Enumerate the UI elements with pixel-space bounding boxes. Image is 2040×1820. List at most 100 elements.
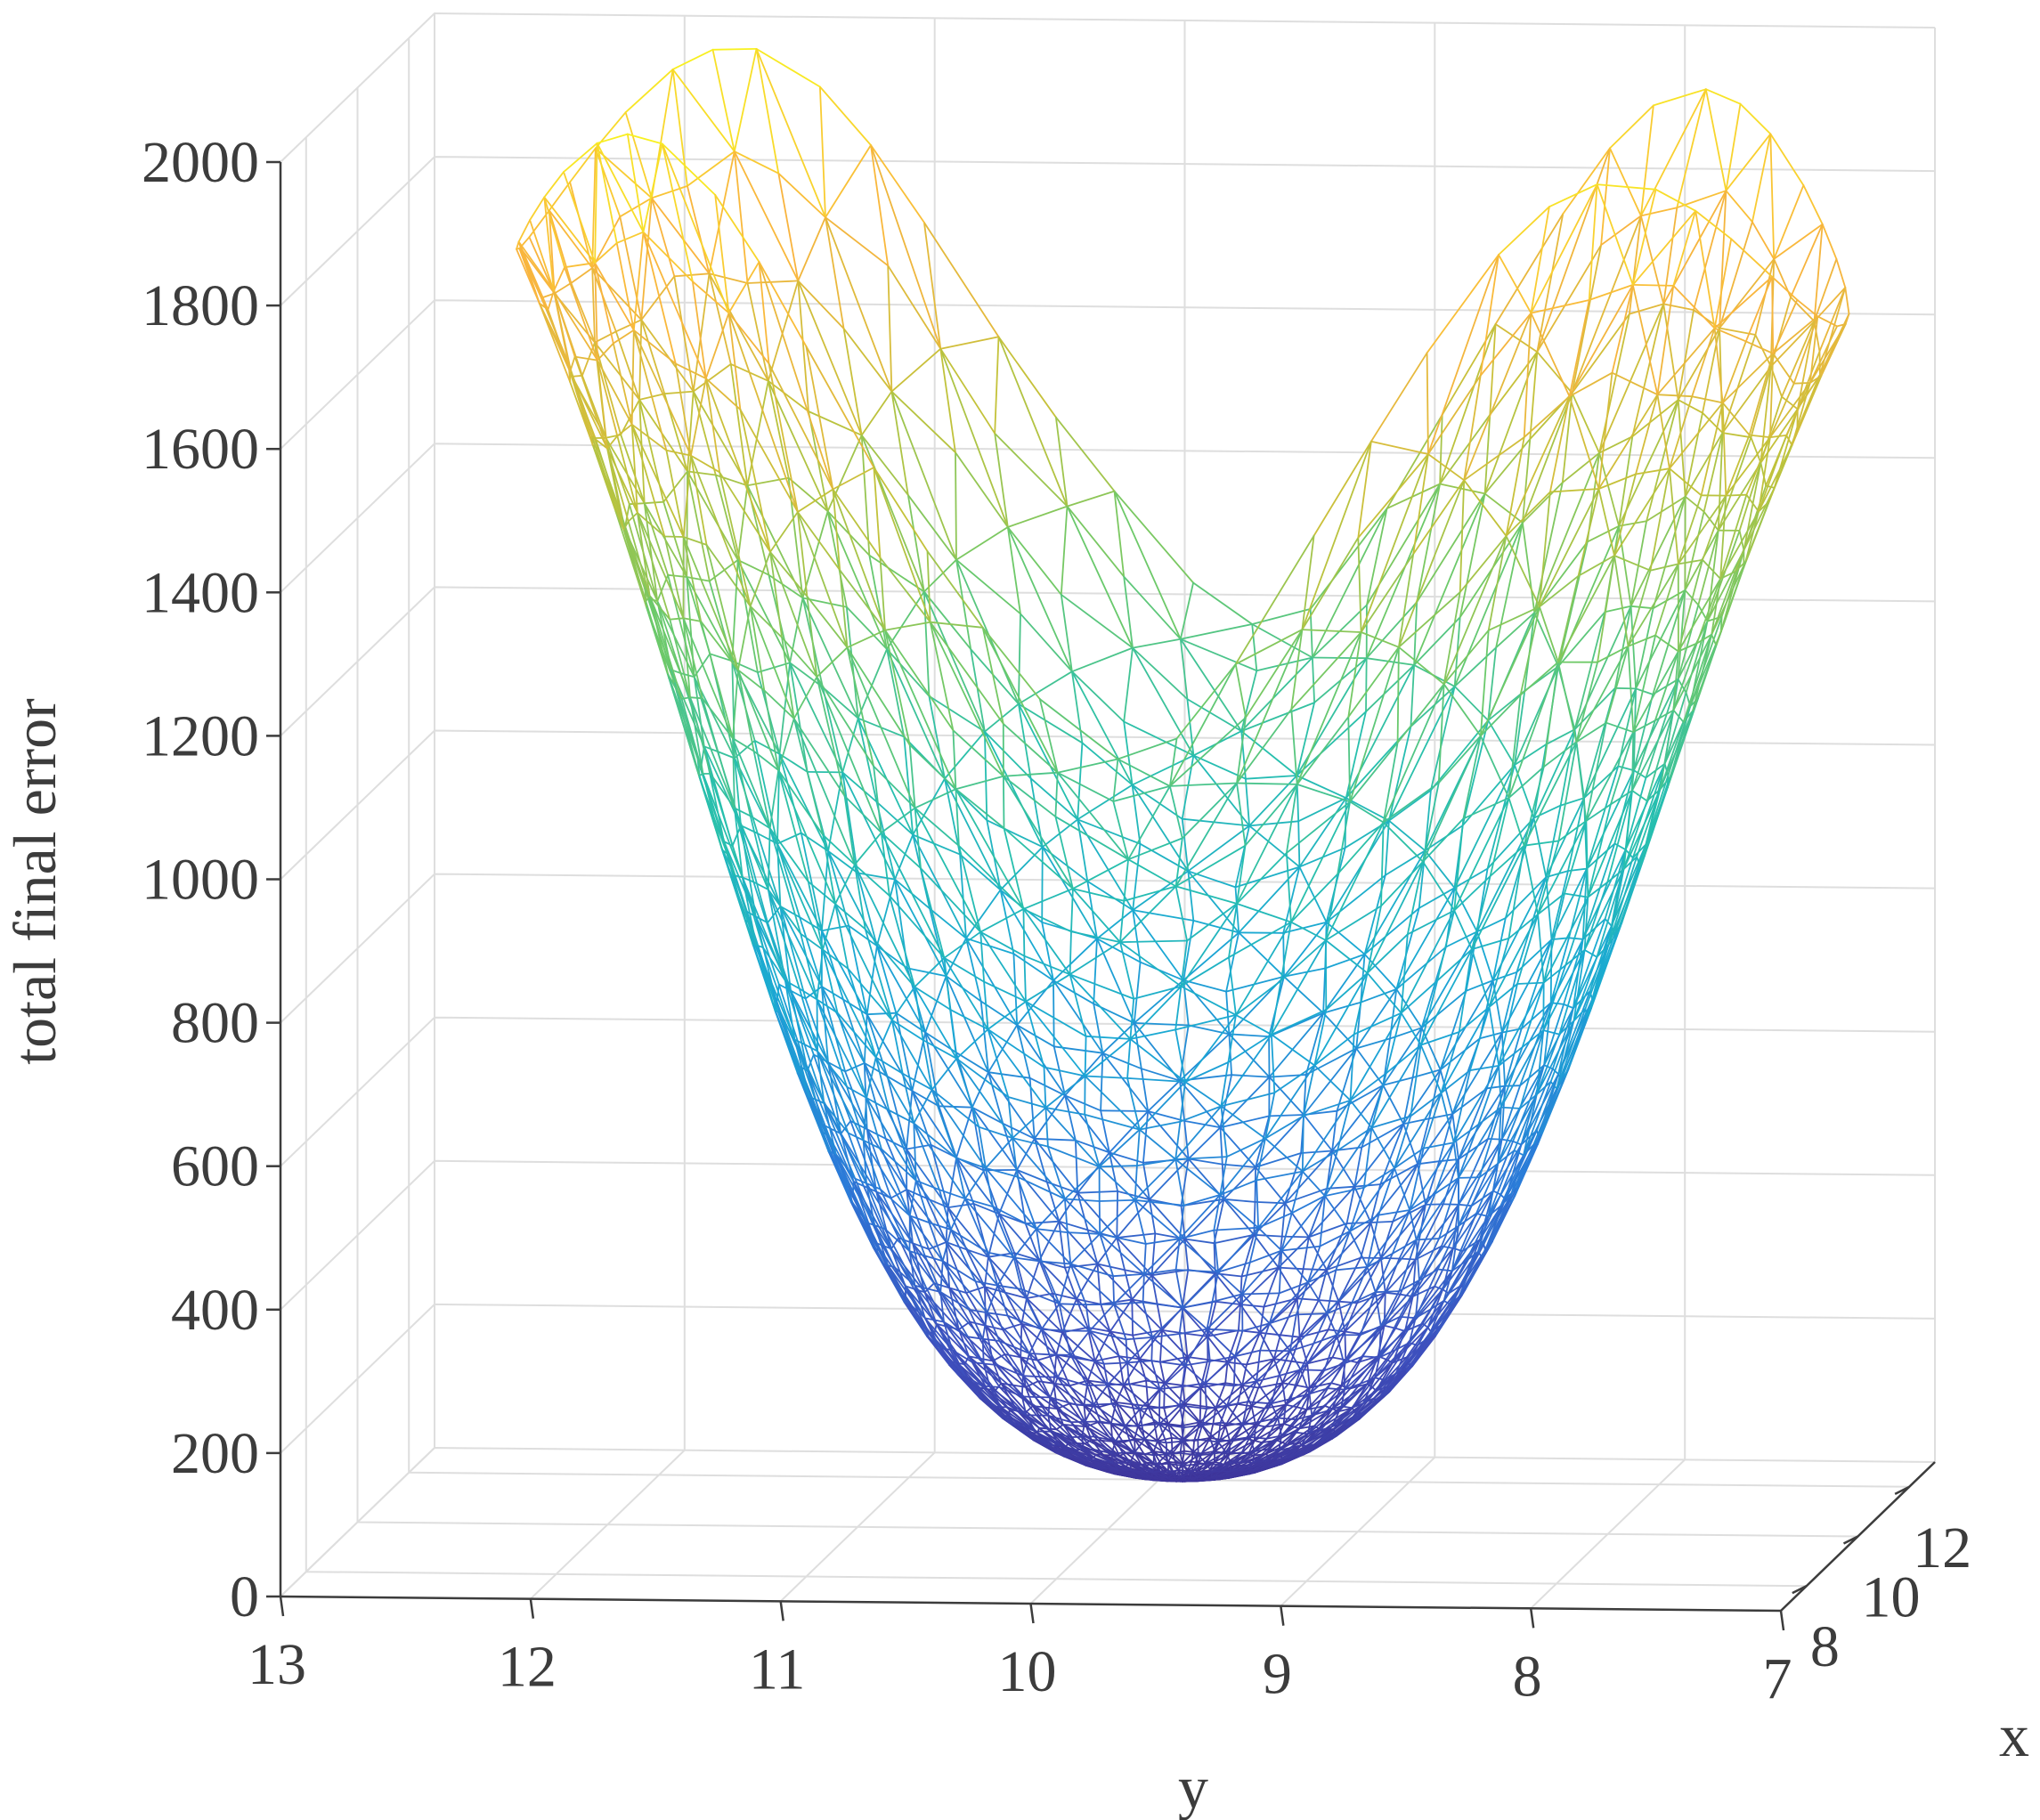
mesh-edge [779,906,807,1000]
mesh-edge [640,275,676,321]
mesh-edge [1178,1194,1222,1240]
mesh-edge [1277,1393,1311,1419]
mesh-edge [736,559,791,664]
mesh-edge [884,1137,908,1190]
mesh-edge [1380,821,1385,907]
mesh-edge [1394,1317,1417,1352]
mesh-edge [1128,1439,1136,1453]
mesh-edge [711,48,758,51]
mesh-edge [1306,1410,1329,1435]
mesh-edge [1228,921,1292,959]
mesh-edge [1479,694,1522,737]
mesh-edge [1056,1408,1064,1426]
mesh-edge [1568,867,1588,939]
mesh-edge [1691,395,1724,404]
mesh-edge [841,717,859,774]
mesh-edge [979,1000,989,1074]
mesh-edge [1813,286,1847,322]
mesh-edge [849,1120,877,1193]
mesh-edge [1069,1263,1087,1306]
mesh-edge [955,558,1021,615]
mesh-edge [1126,1077,1186,1083]
mesh-edge [939,1260,944,1293]
mesh-edge [1487,1205,1502,1217]
mesh-edge [866,1128,892,1199]
mesh-edge [1018,703,1079,821]
mesh-edge [996,1364,1024,1377]
mesh-edge [1201,1408,1207,1426]
mesh-edge [1585,721,1607,822]
mesh-edge [1277,1236,1310,1269]
mesh-edge [1025,1405,1034,1413]
mesh-edge [705,544,752,607]
mesh-edge [1370,1126,1395,1169]
mesh-edge [1259,1305,1265,1334]
mesh-edge [1498,254,1532,314]
mesh-edge [1241,1249,1283,1296]
mesh-edge [1235,1014,1272,1036]
mesh-edge [1424,789,1432,852]
mesh-edge [1180,1471,1192,1479]
mesh-edge [1180,985,1237,1016]
mesh-edge [1618,524,1632,607]
mesh-edge [1378,1317,1417,1359]
mesh-edge [1678,578,1721,653]
mesh-edge [1366,508,1388,606]
mesh-edge [1156,1453,1168,1466]
mesh-edge [1232,1436,1251,1441]
mesh-edge [1561,451,1600,483]
mesh-edge [1123,575,1134,649]
mesh-edge [938,1105,973,1109]
mesh-edge [1453,522,1524,687]
mesh-edge [1324,1150,1338,1197]
mesh-edge [968,1308,988,1314]
mesh-edge [768,827,802,935]
mesh-edge [1201,1404,1228,1426]
mesh-edge [996,1364,1023,1398]
mesh-edge [1025,1000,1087,1037]
mesh-edge [671,69,736,153]
mesh-edge [971,1106,1004,1125]
mesh-edge [734,807,755,883]
mesh-edge [889,895,916,988]
mesh-edge [1419,948,1473,1046]
mesh-edge [834,903,849,970]
mesh-edge [1234,1349,1262,1358]
mesh-edge [784,979,796,1041]
mesh-edge [1508,914,1539,939]
mesh-edge [605,436,646,505]
mesh-edge [1443,683,1482,737]
mesh-edge [643,502,659,602]
mesh-edge [1418,1268,1439,1281]
mesh-edge [943,1320,973,1363]
mesh-edge [1004,1291,1023,1325]
mesh-edge [983,980,989,1030]
mesh-edge [704,312,730,380]
mesh-edge [1245,777,1250,827]
mesh-edge [913,1122,917,1182]
mesh-edge [957,1328,981,1360]
grid-line-y [530,15,686,1600]
mesh-edge [793,1038,817,1101]
mesh-edge [1453,909,1473,950]
mesh-edge [1206,1293,1243,1330]
mesh-edge [1174,1028,1186,1083]
mesh-edge [827,771,844,852]
mesh-edge [1049,1396,1077,1406]
mesh-edge [883,1228,911,1252]
mesh-edge [1412,479,1466,556]
mesh-edge [1307,1245,1321,1284]
mesh-edge [1270,1402,1280,1419]
mesh-edge [1012,1256,1061,1305]
mesh-edge [888,1109,915,1125]
mesh-edge [981,1337,1001,1342]
mesh-edge [944,730,986,780]
mesh-edge [606,447,638,514]
mesh-edge [1378,1167,1395,1216]
mesh-edge [1597,473,1637,490]
mesh-edge [922,1039,958,1060]
mesh-edge [834,1153,854,1204]
mesh-edge [955,1157,987,1169]
mesh-edge [1129,1038,1186,1083]
mesh-edge [1378,1325,1382,1359]
